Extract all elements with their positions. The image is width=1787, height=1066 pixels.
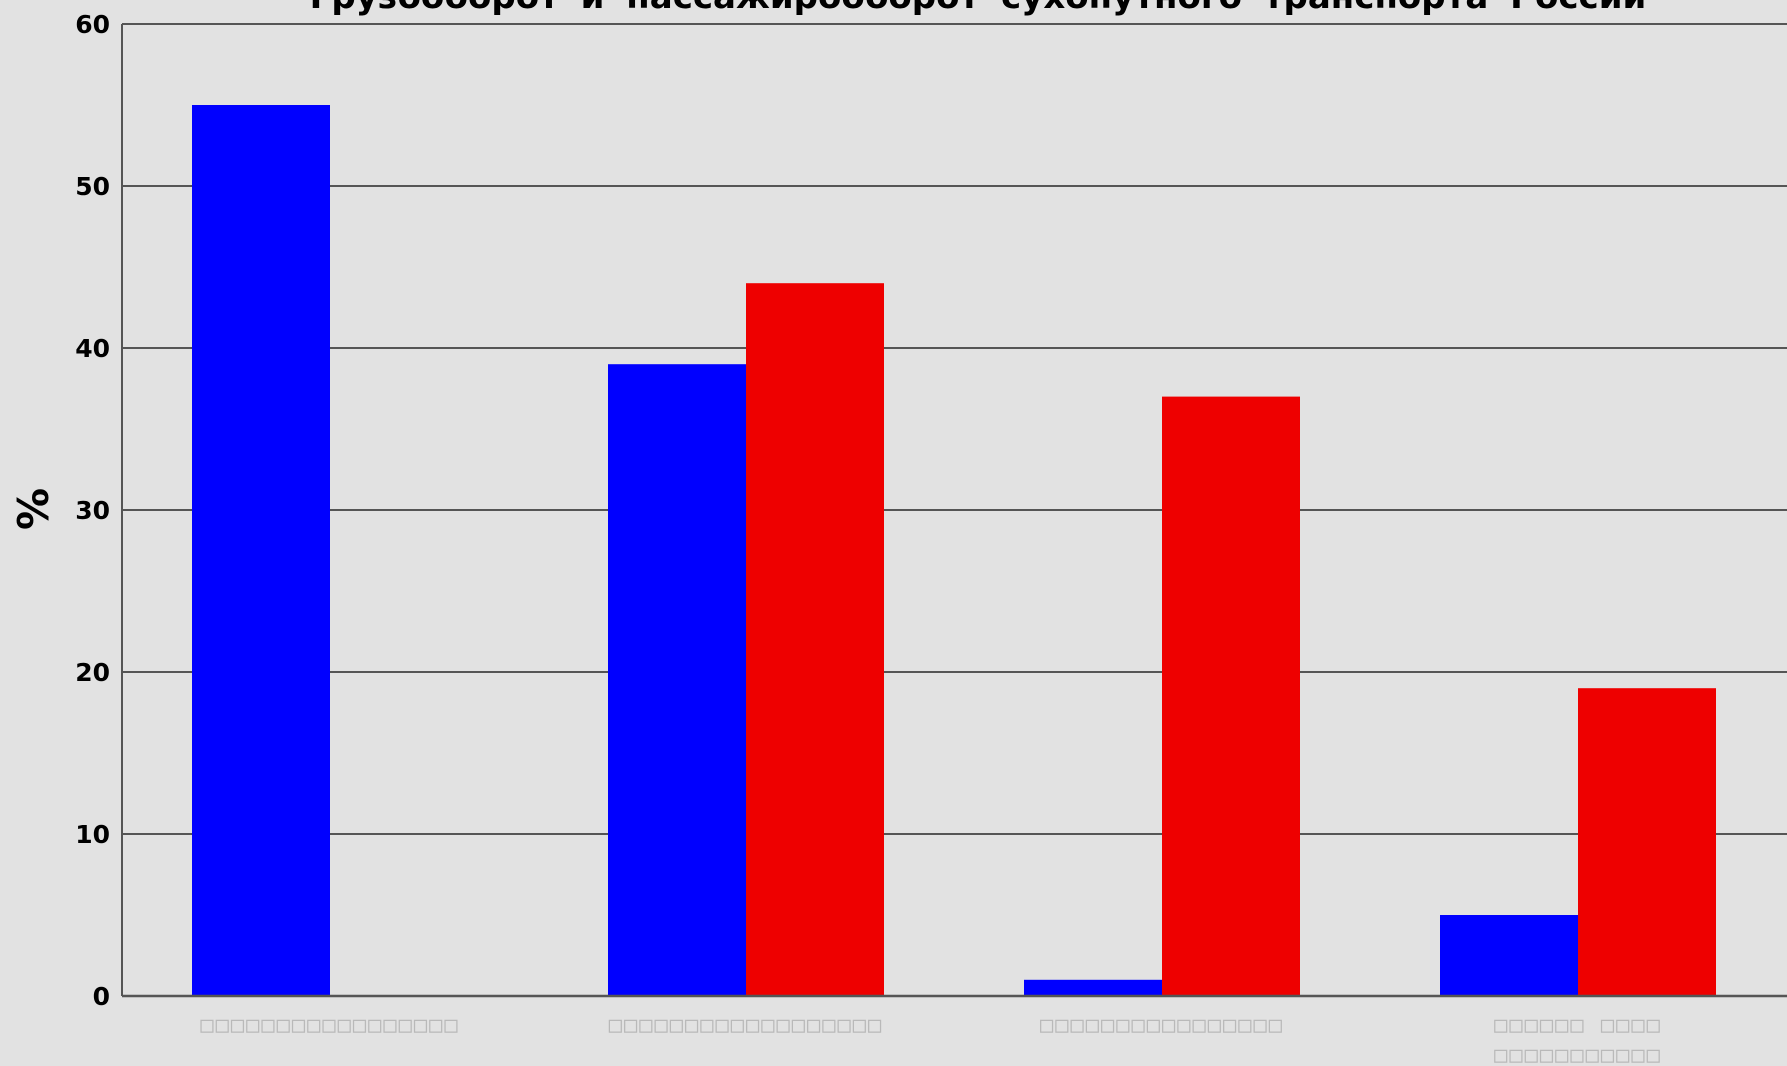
y-tick-labels: 0 10 20 30 40 50 60	[75, 10, 110, 1011]
y-tick-label: 30	[75, 496, 110, 525]
gridlines	[122, 185, 1787, 835]
y-axis-label: %	[9, 488, 58, 530]
bar-series-2	[1578, 688, 1716, 996]
bar-series-1	[608, 364, 746, 996]
y-tick-label: 0	[93, 982, 110, 1011]
y-tick-label: 60	[75, 10, 110, 39]
bar-series-1	[1440, 915, 1578, 996]
bar-series-1	[192, 105, 330, 996]
x-tick-label: □□□□□□□□□□□□□□□□□□	[609, 1013, 883, 1038]
y-tick-label: 20	[75, 658, 110, 687]
y-tick-label: 10	[75, 820, 110, 849]
x-tick-label: □□□□□□□□□□□□□□□□	[1040, 1013, 1284, 1038]
axes	[121, 23, 1787, 998]
x-tick-label: □□□□□□ □□□□	[1494, 1013, 1662, 1038]
x-tick-labels: □□□□□□□□□□□□□□□□□ □□□□□□□□□□□□□□□□□□ □□□□□…	[200, 1013, 1662, 1066]
y-tick-label: 50	[75, 172, 110, 201]
x-tick-label: □□□□□□□□□□□□□□□□□	[200, 1013, 459, 1038]
bar-series-2	[1162, 396, 1300, 997]
bars	[192, 105, 1716, 997]
bar-series-1	[1024, 979, 1162, 996]
y-tick-label: 40	[75, 334, 110, 363]
bar-series-2	[746, 283, 884, 996]
chart-title: Грузооборот и пассажирооборот сухопутног…	[310, 0, 1647, 17]
x-tick-label: □□□□□□□□□□□	[1494, 1043, 1662, 1066]
